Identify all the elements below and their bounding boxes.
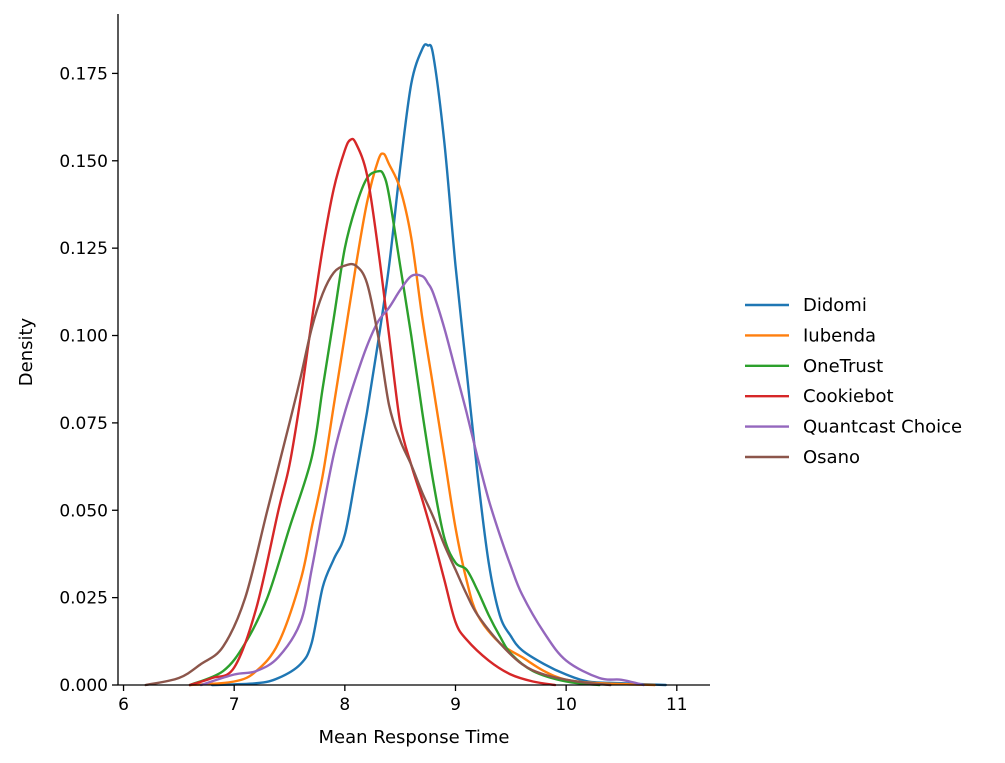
y-tick-label: 0.025 — [59, 589, 108, 609]
legend-label-onetrust: OneTrust — [803, 356, 883, 377]
y-tick-label: 0.000 — [59, 676, 108, 696]
series-line-cookiebot — [188, 137, 557, 687]
axes-layer: 6 7 8 9 10 11 0.000 0.025 0.050 0.075 0.100 0.125 0.… — [59, 14, 710, 715]
y-tick-label: 0.175 — [59, 64, 108, 84]
legend-label-quantcast-choice: Quantcast Choice — [803, 417, 962, 438]
x-tick-label: 10 — [555, 695, 577, 715]
y-tick-label: 0.150 — [59, 152, 108, 172]
x-axis-title: Mean Response Time — [319, 727, 510, 748]
x-tick-label: 8 — [339, 695, 350, 715]
series-line-didomi — [210, 43, 667, 687]
x-tick-label: 6 — [118, 695, 129, 715]
series-line-onetrust — [188, 169, 601, 687]
y-tick-label: 0.050 — [59, 501, 108, 521]
x-tick-label: 7 — [229, 695, 240, 715]
series-line-osano — [144, 262, 612, 687]
legend-label-iubenda: Iubenda — [803, 325, 876, 346]
legend-label-osano: Osano — [803, 447, 860, 468]
y-tick-label: 0.125 — [59, 239, 108, 259]
x-tick-label: 9 — [450, 695, 461, 715]
legend: Didomi Iubenda OneTrust Cookiebot Quantcast … — [745, 295, 962, 468]
y-axis-title: Density — [16, 317, 37, 386]
legend-label-didomi: Didomi — [803, 295, 867, 316]
y-tick-label: 0.075 — [59, 414, 108, 434]
y-tick-label: 0.100 — [59, 327, 108, 347]
series-layer — [144, 43, 667, 687]
legend-label-cookiebot: Cookiebot — [803, 386, 894, 407]
x-tick-label: 11 — [666, 695, 688, 715]
series-line-quantcast-choice — [199, 273, 645, 687]
